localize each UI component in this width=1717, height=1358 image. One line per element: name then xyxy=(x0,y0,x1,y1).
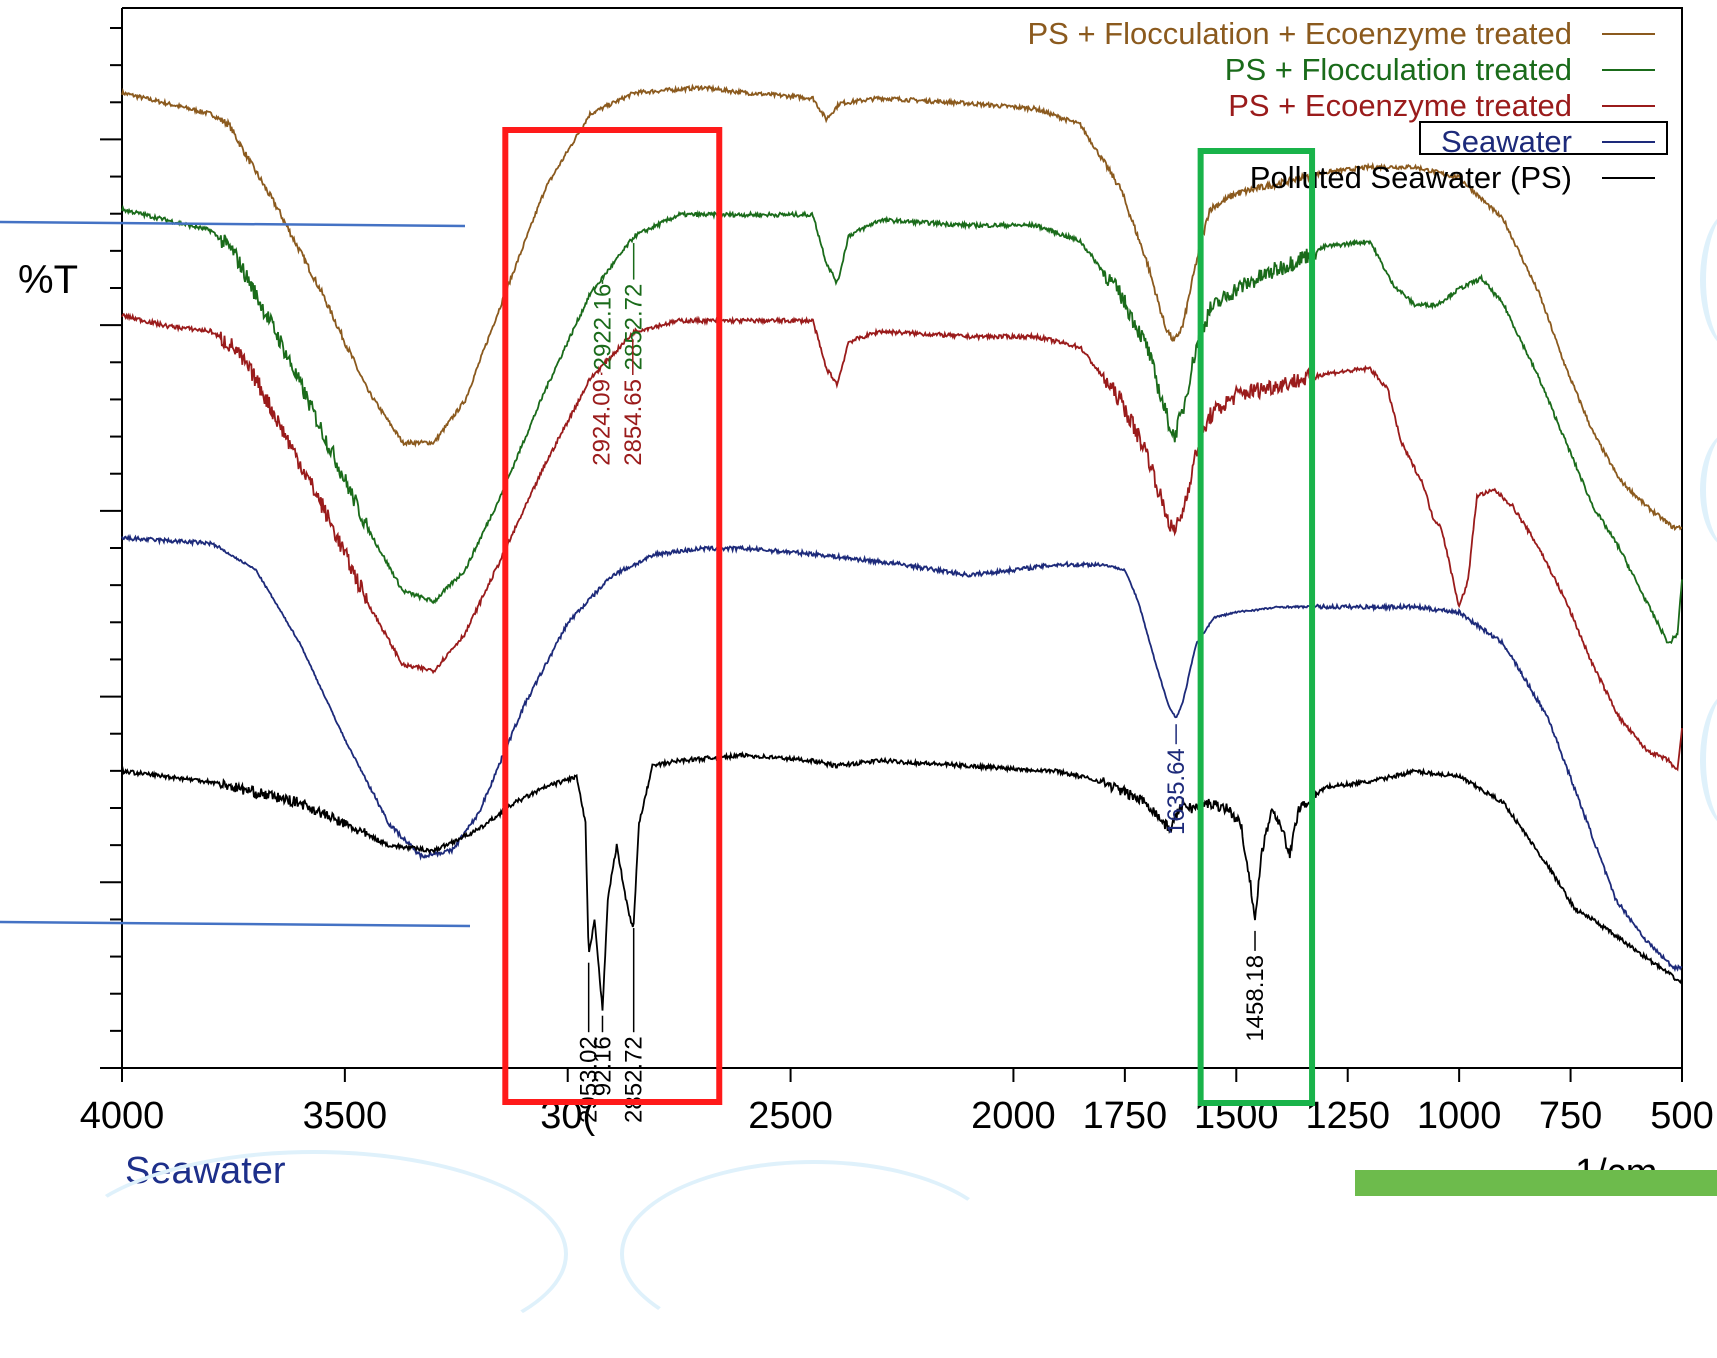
series-line xyxy=(121,312,1683,772)
decorative-edge-arc xyxy=(1700,430,1717,550)
x-tick-label: 750 xyxy=(1539,1095,1602,1137)
x-tick-label: 3500 xyxy=(303,1095,388,1137)
red-highlight-box xyxy=(502,127,723,1105)
axis-ticks xyxy=(100,27,1683,1082)
reference-line xyxy=(0,920,471,928)
decorative-edge-arc xyxy=(1700,690,1717,830)
series-line xyxy=(121,750,1683,1011)
reference-line xyxy=(0,220,466,228)
peak-label: 2852.72 xyxy=(621,284,648,371)
x-tick-labels: 4000 3500 30(2500 2000 1750 1500 1250 1000 750 50… xyxy=(80,1095,1714,1137)
decorative-arc xyxy=(620,1160,1008,1348)
decorative-edge-arc xyxy=(1700,210,1717,350)
legend-label: Polluted Seawater (PS) xyxy=(1250,160,1572,195)
series-line xyxy=(121,533,1683,973)
peak-label: 2953.02 xyxy=(576,1036,603,1123)
legend-selection-box xyxy=(1419,121,1668,155)
spectrum-series xyxy=(121,83,1683,1011)
ftir-spectrum-chart: 4000 3500 30(2500 2000 1750 1500 1250 1000 750 50… xyxy=(0,7,1714,1137)
green-highlight-box xyxy=(1197,148,1316,1106)
peak-label: 2924.09 xyxy=(589,379,616,466)
peak-label: 2852.72 xyxy=(621,1036,648,1123)
peak-label: 1458.18 xyxy=(1242,955,1269,1042)
peak-label: 2854.65 xyxy=(620,379,647,466)
x-tick-label: 1250 xyxy=(1305,1095,1390,1137)
x-tick-label: 1750 xyxy=(1083,1095,1168,1137)
y-axis-label: %T xyxy=(18,258,78,302)
peak-label: 92.16 xyxy=(589,1036,616,1096)
peak-label: 1635.64 xyxy=(1163,748,1190,835)
legend-label: PS + Flocculation + Ecoenzyme treated xyxy=(1027,16,1572,51)
series-line xyxy=(121,83,1683,532)
legend-label: PS + Ecoenzyme treated xyxy=(1228,88,1572,123)
decorative-green-bar xyxy=(1355,1170,1717,1196)
series-line xyxy=(121,204,1683,645)
x-tick-label: 500 xyxy=(1650,1095,1713,1137)
legend-label: PS + Flocculation treated xyxy=(1225,52,1572,87)
peak-label: 2922.16 xyxy=(589,284,616,371)
legend: PS + Flocculation + Ecoenzyme treatedPS … xyxy=(1027,16,1668,195)
x-tick-label: 2500 xyxy=(748,1095,833,1137)
x-tick-label: 4000 xyxy=(80,1095,165,1137)
annotations xyxy=(0,127,1316,1106)
x-tick-label: 2000 xyxy=(971,1095,1056,1137)
decorative-arc xyxy=(60,1150,568,1358)
x-tick-label: 1000 xyxy=(1417,1095,1502,1137)
